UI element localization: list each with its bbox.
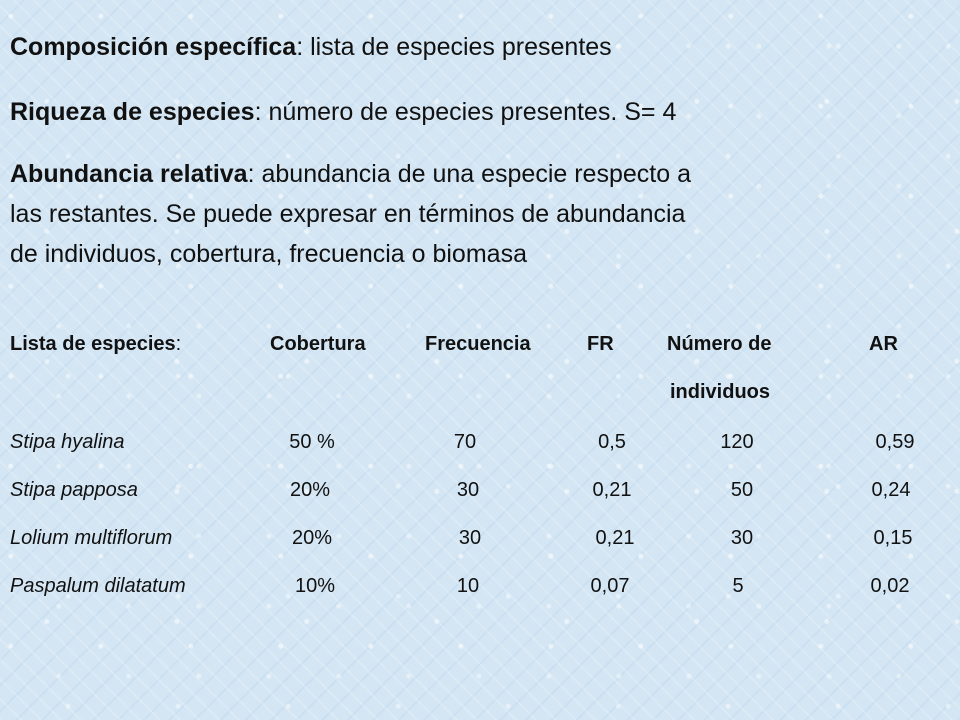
header-species-sep: : [175, 333, 182, 355]
header-species-label: Lista de especies [10, 333, 176, 355]
cell-cobertura: 10% [294, 575, 336, 597]
header-species: Lista de especies: [10, 332, 181, 356]
cell-ar: 0,24 [871, 479, 911, 501]
term-riqueza: Riqueza de especies [10, 98, 255, 126]
header-fr: FR [587, 333, 614, 355]
cell-cobertura: 20% [289, 479, 331, 501]
cell-species: Lolium multiflorum [10, 527, 173, 549]
definition-abundancia: Abundancia relativa: abundancia de una e… [10, 154, 910, 274]
cell-numero: 30 [730, 527, 754, 549]
cell-numero: 50 [730, 479, 754, 501]
text-abundancia-1: abundancia de una especie respecto a [254, 160, 691, 188]
cell-cobertura: 50 % [289, 431, 335, 453]
cell-frecuencia: 70 [453, 431, 477, 453]
header-numero-line2: individuos [670, 381, 770, 403]
header-numero-line1: Número de [667, 333, 772, 355]
abundancia-line-1: Abundancia relativa: abundancia de una e… [10, 154, 910, 194]
header-cobertura: Cobertura [270, 333, 366, 355]
sep-riqueza: : [254, 98, 262, 126]
cell-fr: 0,21 [592, 479, 632, 501]
sep-composicion: : [296, 33, 304, 61]
header-frecuencia: Frecuencia [425, 333, 531, 355]
cell-ar: 0,15 [873, 527, 913, 549]
cell-frecuencia: 10 [456, 575, 480, 597]
text-composicion: lista de especies presentes [303, 33, 612, 61]
cell-ar: 0,02 [870, 575, 910, 597]
cell-frecuencia: 30 [458, 527, 482, 549]
cell-fr: 0,5 [598, 431, 626, 453]
definition-composicion: Composición específica: lista de especie… [10, 27, 612, 67]
cell-species: Stipa hyalina [10, 431, 125, 453]
cell-frecuencia: 30 [456, 479, 480, 501]
cell-fr: 0,21 [595, 527, 635, 549]
cell-species: Paspalum dilatatum [10, 575, 186, 597]
cell-numero: 120 [720, 431, 754, 453]
cell-species: Stipa papposa [10, 479, 138, 501]
header-ar: AR [869, 333, 898, 355]
abundancia-line-3: de individuos, cobertura, frecuencia o b… [10, 240, 527, 268]
term-abundancia: Abundancia relativa [10, 160, 248, 188]
term-composicion: Composición específica [10, 33, 297, 61]
cell-ar: 0,59 [875, 431, 915, 453]
cell-numero: 5 [732, 575, 744, 597]
abundancia-line-2: las restantes. Se puede expresar en térm… [10, 200, 686, 228]
text-riqueza: número de especies presentes. S= 4 [261, 98, 677, 126]
cell-fr: 0,07 [590, 575, 630, 597]
definition-riqueza: Riqueza de especies: número de especies … [10, 92, 676, 132]
cell-cobertura: 20% [291, 527, 333, 549]
sep-abundancia: : [247, 160, 255, 188]
